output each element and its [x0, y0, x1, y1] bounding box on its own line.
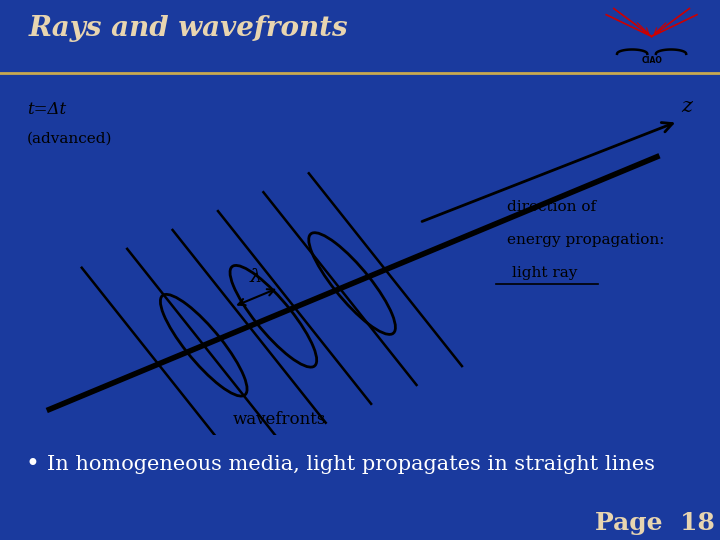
Text: Rays and wavefronts: Rays and wavefronts: [29, 15, 348, 42]
Text: t=Δt: t=Δt: [27, 101, 66, 118]
Text: CIAO: CIAO: [642, 56, 662, 65]
Text: z: z: [681, 97, 693, 116]
Text: light ray: light ray: [513, 266, 578, 280]
Text: Page  18: Page 18: [595, 511, 715, 535]
Text: energy propagation:: energy propagation:: [507, 233, 665, 247]
Text: •: •: [25, 453, 39, 476]
Text: λ: λ: [250, 268, 262, 286]
Text: direction of: direction of: [507, 200, 596, 214]
Text: wavefronts: wavefronts: [233, 411, 326, 428]
Text: (advanced): (advanced): [27, 132, 112, 145]
Text: In homogeneous media, light propagates in straight lines: In homogeneous media, light propagates i…: [47, 455, 654, 474]
